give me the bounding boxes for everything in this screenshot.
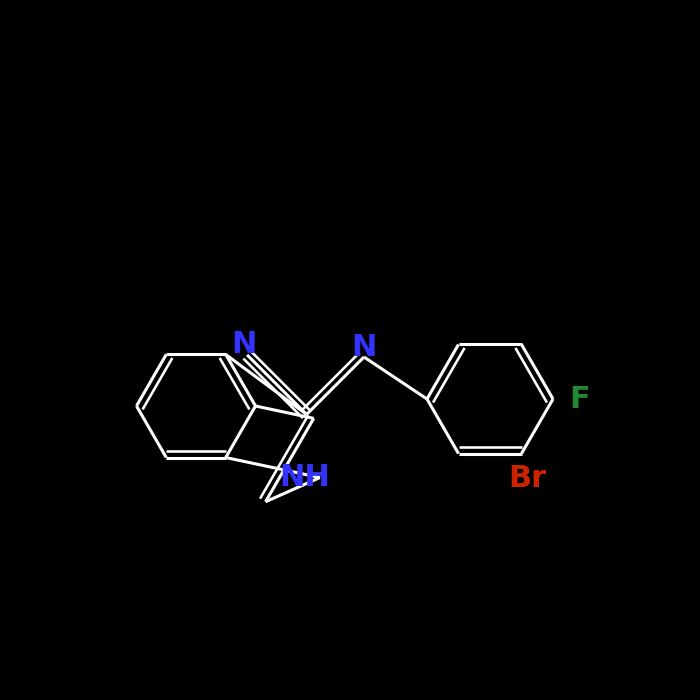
Text: N: N [232, 330, 257, 359]
Text: N: N [351, 333, 377, 363]
Text: F: F [569, 384, 590, 414]
Text: Br: Br [508, 463, 546, 493]
Text: NH: NH [279, 463, 330, 492]
